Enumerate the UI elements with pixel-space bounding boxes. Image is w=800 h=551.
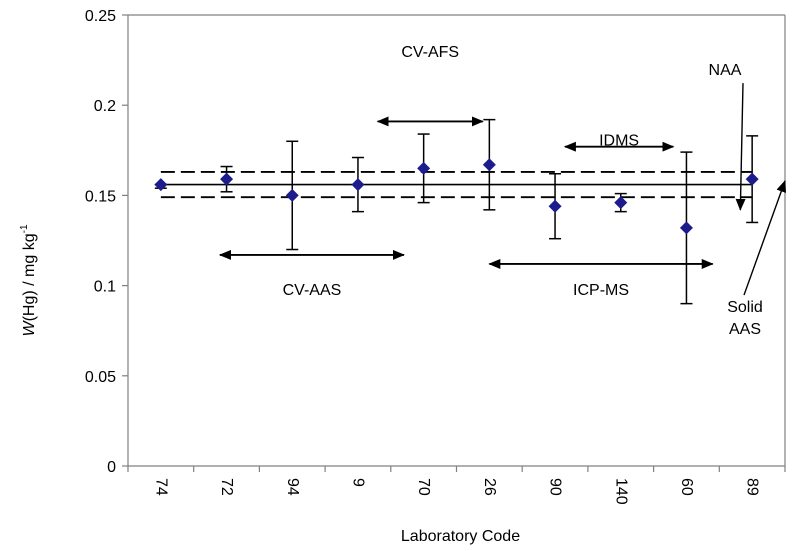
x-tick-label: 89 xyxy=(744,478,761,496)
method-label: ICP-MS xyxy=(573,282,629,299)
data-point xyxy=(351,178,365,192)
x-tick-label: 70 xyxy=(415,478,432,496)
x-tick-label: 60 xyxy=(678,478,695,496)
data-point xyxy=(745,172,759,186)
method-label: CV-AAS xyxy=(283,282,342,299)
x-tick-label: 9 xyxy=(349,478,366,487)
pointer-arrow xyxy=(735,83,746,211)
y-axis-title-sup: -1 xyxy=(19,224,30,233)
data-point xyxy=(417,161,431,175)
data-point xyxy=(285,188,299,202)
x-tick-label: 74 xyxy=(152,478,169,496)
data-point xyxy=(482,158,496,172)
data-points-layer xyxy=(154,158,759,235)
annotations-layer xyxy=(218,83,786,296)
x-tick-label: 94 xyxy=(284,478,301,496)
data-point xyxy=(220,172,234,186)
y-tick-label: 0.05 xyxy=(85,369,116,386)
x-tick-label: 72 xyxy=(218,478,235,496)
reference-lines-layer xyxy=(160,171,753,199)
data-point xyxy=(154,178,168,192)
y-axis-title-symbol: W xyxy=(21,320,38,337)
y-axis-title: W(Hg) / mg kg-1 xyxy=(19,224,38,336)
pointer-arrow xyxy=(743,180,786,296)
data-point xyxy=(548,199,562,213)
data-point xyxy=(614,196,628,210)
y-tick-label: 0.25 xyxy=(85,8,116,25)
y-axis-title-main: (Hg) / mg kg xyxy=(21,233,38,321)
y-tick-label: 0.1 xyxy=(94,279,116,296)
data-point xyxy=(679,221,693,235)
x-tick-label: 140 xyxy=(612,478,629,505)
method-label: CV-AFS xyxy=(401,44,459,61)
x-tick-label: 26 xyxy=(481,478,498,496)
method-label: Solid AAS xyxy=(727,299,763,338)
method-label: IDMS xyxy=(599,132,639,149)
method-label: NAA xyxy=(709,62,742,79)
x-tick-label: 90 xyxy=(547,478,564,496)
axes-layer xyxy=(122,14,786,472)
method-label-line: AAS xyxy=(729,321,761,338)
x-axis-title: Laboratory Code xyxy=(401,528,520,545)
labels-layer: 0 0.05 0.1 0.15 0.2 0.25 74 72 94 9 70 26 90 140 60 89 L… xyxy=(19,8,763,545)
method-label-line: Solid xyxy=(727,299,763,316)
y-tick-label: 0 xyxy=(107,459,116,476)
y-tick-label: 0.2 xyxy=(94,98,116,115)
y-tick-label: 0.15 xyxy=(85,188,116,205)
